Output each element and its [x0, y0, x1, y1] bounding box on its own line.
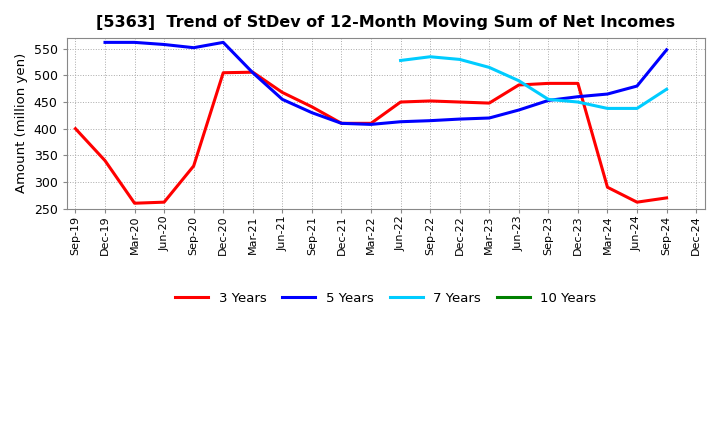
3 Years — [603, 185, 612, 190]
3 Years — [307, 104, 316, 110]
5 Years — [160, 42, 168, 47]
3 Years — [130, 201, 139, 206]
5 Years — [130, 40, 139, 45]
3 Years — [248, 70, 257, 75]
7 Years — [515, 78, 523, 83]
7 Years — [485, 65, 493, 70]
3 Years — [366, 121, 375, 126]
5 Years — [544, 98, 553, 103]
3 Years — [662, 195, 671, 201]
5 Years — [485, 115, 493, 121]
3 Years — [515, 82, 523, 88]
7 Years — [396, 58, 405, 63]
5 Years — [366, 122, 375, 127]
3 Years — [455, 99, 464, 105]
Line: 3 Years: 3 Years — [76, 72, 667, 203]
3 Years — [219, 70, 228, 75]
3 Years — [101, 158, 109, 163]
3 Years — [396, 99, 405, 105]
5 Years — [662, 47, 671, 52]
3 Years — [485, 100, 493, 106]
7 Years — [574, 99, 582, 105]
3 Years — [278, 90, 287, 95]
3 Years — [544, 81, 553, 86]
7 Years — [544, 97, 553, 102]
5 Years — [574, 94, 582, 99]
5 Years — [515, 107, 523, 113]
5 Years — [426, 118, 434, 123]
5 Years — [337, 121, 346, 126]
Y-axis label: Amount (million yen): Amount (million yen) — [15, 53, 28, 194]
5 Years — [189, 45, 198, 50]
3 Years — [337, 121, 346, 126]
5 Years — [603, 92, 612, 97]
7 Years — [455, 57, 464, 62]
3 Years — [426, 98, 434, 103]
7 Years — [426, 54, 434, 59]
7 Years — [662, 87, 671, 92]
3 Years — [574, 81, 582, 86]
3 Years — [71, 126, 80, 131]
5 Years — [219, 40, 228, 45]
3 Years — [633, 199, 642, 205]
5 Years — [307, 110, 316, 115]
Line: 7 Years: 7 Years — [400, 57, 667, 108]
7 Years — [633, 106, 642, 111]
5 Years — [248, 70, 257, 75]
5 Years — [278, 97, 287, 102]
7 Years — [603, 106, 612, 111]
5 Years — [396, 119, 405, 125]
Line: 5 Years: 5 Years — [105, 42, 667, 125]
3 Years — [160, 199, 168, 205]
5 Years — [633, 84, 642, 89]
Title: [5363]  Trend of StDev of 12-Month Moving Sum of Net Incomes: [5363] Trend of StDev of 12-Month Moving… — [96, 15, 675, 30]
5 Years — [455, 117, 464, 122]
3 Years — [189, 163, 198, 169]
Legend: 3 Years, 5 Years, 7 Years, 10 Years: 3 Years, 5 Years, 7 Years, 10 Years — [170, 287, 602, 310]
5 Years — [101, 40, 109, 45]
